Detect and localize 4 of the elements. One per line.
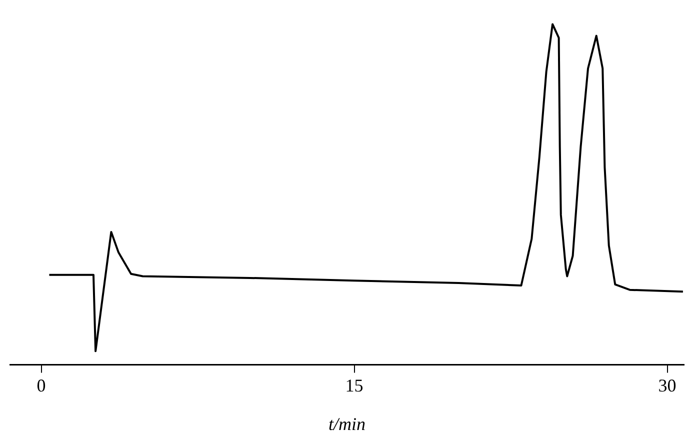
x-tick-label: 30	[658, 375, 676, 396]
x-axis-title: t/min	[328, 414, 366, 434]
x-tick-label: 15	[345, 375, 364, 396]
x-tick-label: 0	[36, 375, 46, 396]
